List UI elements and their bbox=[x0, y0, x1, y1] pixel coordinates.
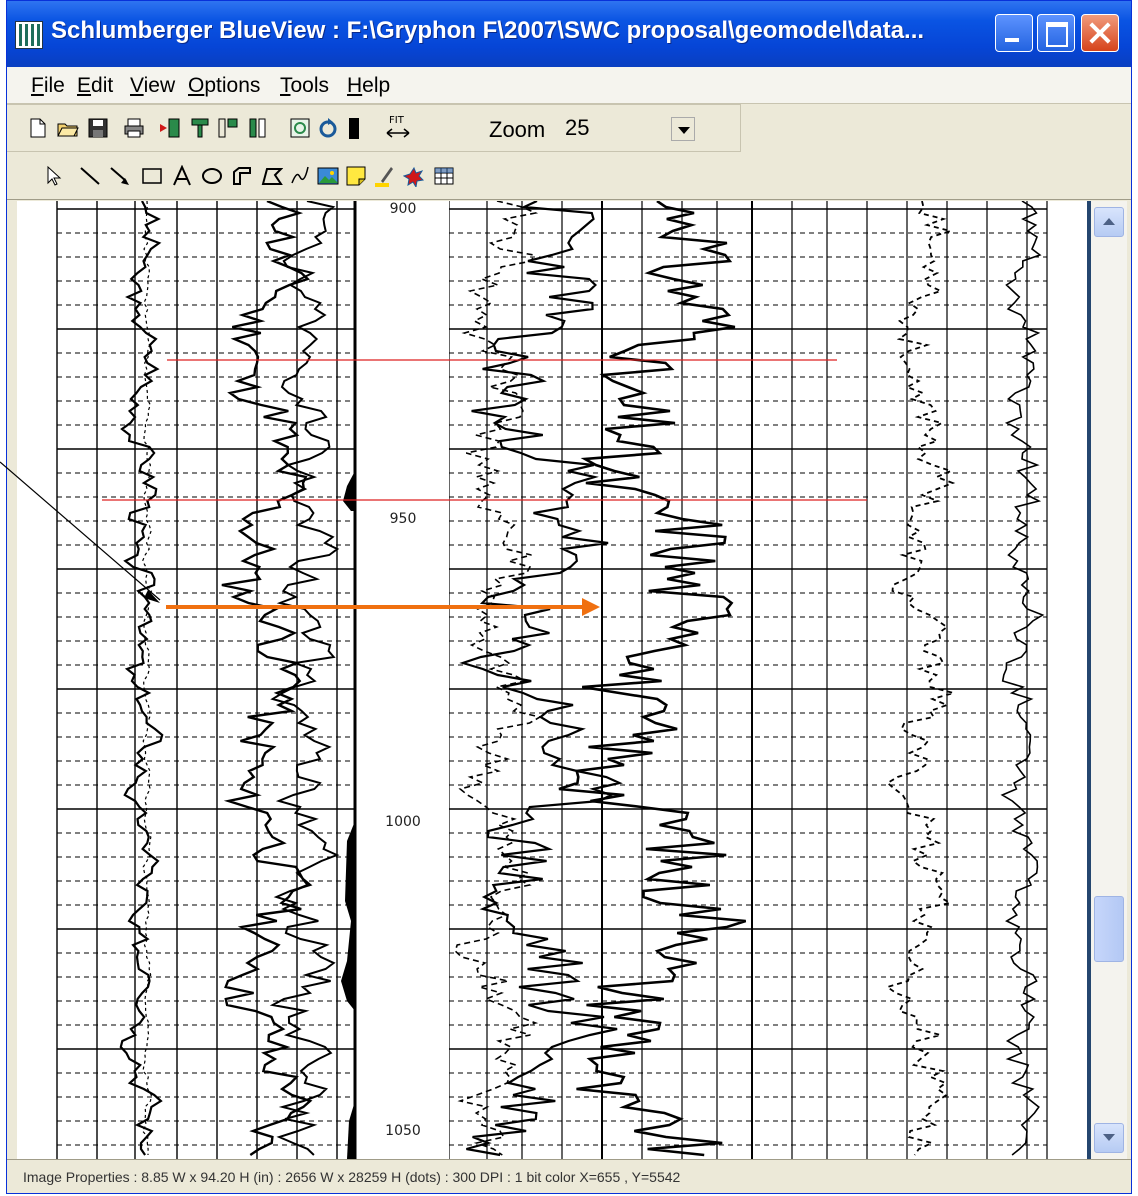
zoom-value: 25 bbox=[565, 115, 590, 140]
arrow-tool-icon[interactable] bbox=[109, 165, 131, 187]
sticky-note-icon[interactable] bbox=[345, 165, 367, 187]
depth-track bbox=[355, 201, 449, 1159]
table-grid-icon[interactable] bbox=[433, 165, 455, 187]
well-log-image: 900 950 1000 1050 bbox=[56, 201, 1048, 1159]
status-bar: Image Properties : 8.85 W x 94.20 H (in)… bbox=[7, 1159, 1131, 1193]
track-layout-icon[interactable] bbox=[217, 117, 239, 139]
log-curve bbox=[1000, 201, 1045, 1156]
log-curve bbox=[454, 201, 543, 1156]
header-icon[interactable] bbox=[189, 117, 211, 139]
line-tool-icon[interactable] bbox=[79, 165, 101, 187]
vertical-scrollbar[interactable] bbox=[1087, 201, 1127, 1159]
application-window: Schlumberger BlueView : F:\Gryphon F\200… bbox=[6, 0, 1132, 1194]
new-document-icon[interactable] bbox=[27, 117, 49, 139]
depth-label: 900 bbox=[390, 201, 417, 217]
menu-view[interactable]: View bbox=[130, 74, 176, 97]
minimize-button[interactable] bbox=[995, 14, 1033, 52]
insert-image-icon[interactable] bbox=[317, 165, 339, 187]
select-pointer-icon[interactable] bbox=[43, 165, 65, 187]
zoom-select[interactable]: 25 bbox=[559, 115, 699, 143]
fit-zoom-icon[interactable]: FIT bbox=[385, 113, 411, 143]
insert-track-icon[interactable] bbox=[159, 117, 181, 139]
shale-fill bbox=[341, 821, 355, 1011]
menu-edit[interactable]: Edit bbox=[77, 74, 114, 97]
polygon-tool-icon[interactable] bbox=[261, 165, 283, 187]
menu-bar: File Edit View Options Tools Help bbox=[7, 67, 1131, 104]
columns-icon[interactable] bbox=[247, 117, 269, 139]
zoom-label: Zoom bbox=[489, 117, 546, 142]
svg-text:FIT: FIT bbox=[389, 115, 405, 126]
menu-help[interactable]: Help bbox=[347, 74, 391, 97]
ellipse-tool-icon[interactable] bbox=[201, 165, 223, 187]
scroll-up-button[interactable] bbox=[1094, 207, 1124, 237]
log-curve bbox=[119, 201, 164, 1156]
scroll-down-button[interactable] bbox=[1094, 1123, 1124, 1153]
text-tool-icon[interactable] bbox=[171, 165, 193, 187]
main-toolbar: FIT Zoom 25 bbox=[7, 104, 741, 152]
print-icon[interactable] bbox=[123, 117, 145, 139]
close-button[interactable] bbox=[1081, 14, 1119, 52]
scroll-thumb[interactable] bbox=[1094, 896, 1124, 962]
log-curve bbox=[459, 201, 623, 1157]
freehand-tool-icon[interactable] bbox=[289, 165, 311, 187]
menu-options[interactable]: Options bbox=[188, 74, 261, 97]
open-folder-icon[interactable] bbox=[57, 117, 79, 139]
log-curve bbox=[558, 201, 747, 1157]
log-curve bbox=[141, 201, 153, 1156]
polyline-tool-icon[interactable] bbox=[231, 165, 253, 187]
menu-file[interactable]: File bbox=[31, 74, 65, 97]
shale-fill bbox=[343, 471, 355, 511]
log-curve bbox=[885, 201, 957, 1156]
menu-tools[interactable]: Tools bbox=[280, 74, 330, 97]
chevron-down-icon[interactable] bbox=[671, 117, 695, 141]
title-bar[interactable]: Schlumberger BlueView : F:\Gryphon F\200… bbox=[7, 1, 1131, 67]
maximize-button[interactable] bbox=[1037, 14, 1075, 52]
color-palette-icon[interactable] bbox=[403, 165, 425, 187]
rectangle-tool-icon[interactable] bbox=[141, 165, 163, 187]
black-bar-icon[interactable] bbox=[343, 117, 365, 139]
depth-label: 1000 bbox=[385, 814, 421, 830]
blueview-app-icon bbox=[15, 21, 43, 49]
window-title: Schlumberger BlueView : F:\Gryphon F\200… bbox=[51, 17, 925, 44]
drawing-toolbar bbox=[7, 153, 1131, 200]
depth-label: 950 bbox=[390, 511, 417, 527]
highlighter-icon[interactable] bbox=[373, 165, 395, 187]
shale-fill bbox=[347, 1101, 355, 1159]
refresh-icon[interactable] bbox=[317, 117, 339, 139]
rotate-image-icon[interactable] bbox=[289, 117, 311, 139]
save-icon[interactable] bbox=[87, 117, 109, 139]
log-image-viewport[interactable]: 900 950 1000 1050 bbox=[17, 201, 1087, 1159]
log-curve bbox=[269, 201, 340, 1156]
status-text: Image Properties : 8.85 W x 94.20 H (in)… bbox=[23, 1169, 681, 1185]
depth-label: 1050 bbox=[385, 1123, 421, 1139]
